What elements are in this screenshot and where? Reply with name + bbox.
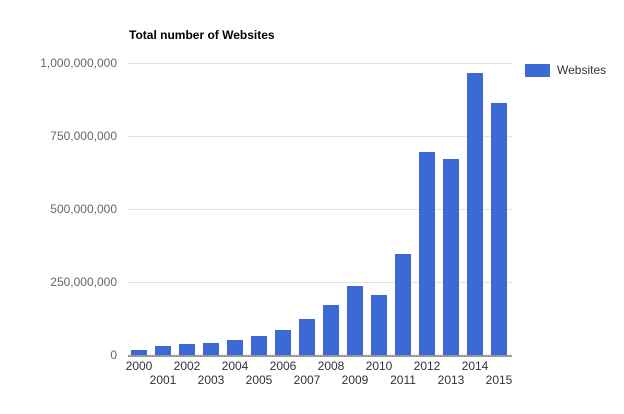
- bar-2010: [371, 294, 387, 355]
- x-axis-line: [128, 355, 512, 357]
- x-tick-label-2009: 2009: [341, 373, 369, 387]
- x-tick-label-2013: 2013: [437, 373, 465, 387]
- gridline-1000000000: [128, 63, 512, 64]
- bar-2001: [155, 346, 171, 355]
- x-tick-label-2005: 2005: [245, 373, 273, 387]
- legend: Websites: [525, 63, 606, 78]
- bar-2007: [299, 319, 315, 355]
- y-axis-labels: 0 250,000,000 500,000,000 750,000,000 1,000,…: [0, 0, 117, 414]
- plot-area: [128, 63, 512, 357]
- bar-2005: [251, 336, 267, 355]
- x-tick-label-2003: 2003: [197, 373, 225, 387]
- x-tick-label-2002: 2002: [173, 359, 201, 373]
- x-axis-labels: 2000 2001 2002 2003 2004 2005 2006 2007 2008 2009…: [126, 355, 513, 395]
- bar-2013: [443, 158, 459, 355]
- gridline-750000000: [128, 136, 512, 137]
- x-tick-label-2006: 2006: [269, 359, 297, 373]
- bar-2003: [203, 343, 219, 355]
- legend-swatch-websites: [525, 64, 550, 77]
- gridline-500000000: [128, 209, 512, 210]
- y-tick-label-0: 0: [110, 348, 117, 362]
- y-tick-label-500000000: 500,000,000: [50, 202, 117, 216]
- x-tick-label-2008: 2008: [317, 359, 345, 373]
- bar-2000: [131, 350, 147, 355]
- bar-2008: [323, 304, 339, 355]
- bar-2009: [347, 285, 363, 355]
- legend-label-websites: Websites: [557, 63, 607, 77]
- x-tick-label-2014: 2014: [461, 359, 489, 373]
- y-tick-label-750000000: 750,000,000: [50, 129, 117, 143]
- x-tick-label-2004: 2004: [221, 359, 249, 373]
- bar-2011: [395, 254, 411, 355]
- x-tick-label-2012: 2012: [413, 359, 441, 373]
- bar-2014: [467, 73, 483, 355]
- gridline-250000000: [128, 282, 512, 283]
- x-tick-label-2000: 2000: [125, 359, 153, 373]
- x-tick-label-2015: 2015: [485, 373, 513, 387]
- bar-2004: [227, 339, 243, 355]
- y-tick-label-1000000000: 1,000,000,000: [40, 56, 117, 70]
- bar-2002: [179, 343, 195, 355]
- y-tick-label-250000000: 250,000,000: [50, 275, 117, 289]
- chart-title: Total number of Websites: [129, 28, 275, 42]
- x-tick-label-2007: 2007: [293, 373, 321, 387]
- bar-2006: [275, 329, 291, 355]
- bar-2015: [491, 103, 507, 355]
- bar-2012: [419, 151, 435, 355]
- x-tick-label-2011: 2011: [390, 373, 416, 387]
- x-tick-label-2001: 2001: [149, 373, 177, 387]
- x-tick-label-2010: 2010: [365, 359, 393, 373]
